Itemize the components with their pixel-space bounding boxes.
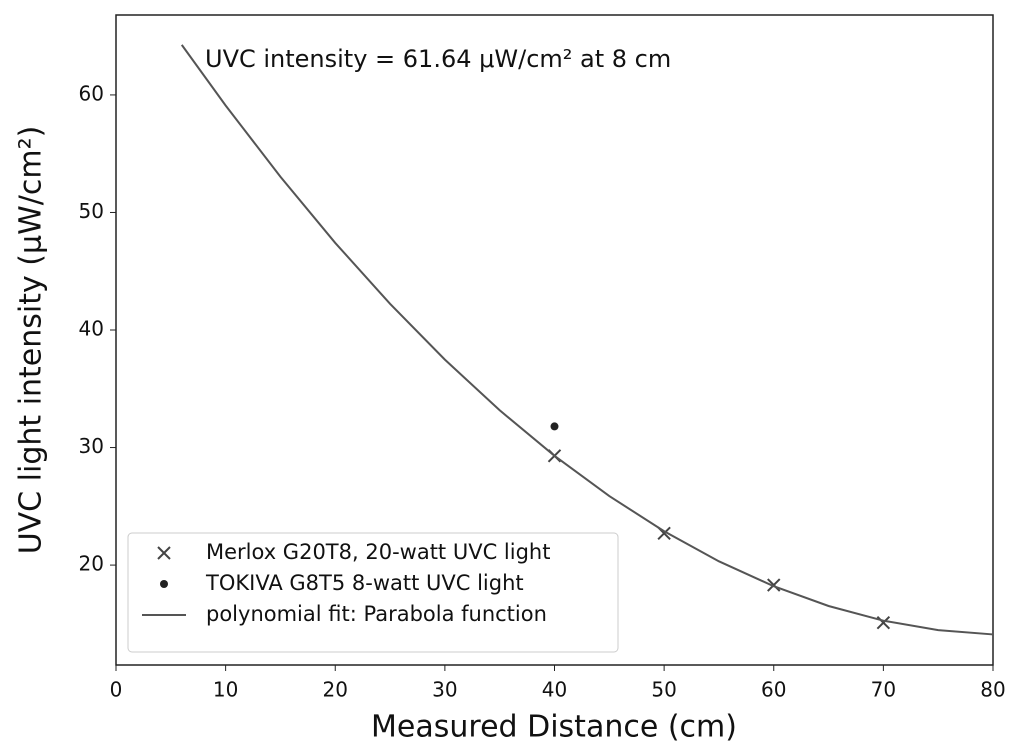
y-tick-label: 30 <box>79 434 104 458</box>
y-tick-label: 20 <box>79 552 104 576</box>
x-tick-label: 50 <box>651 678 676 702</box>
legend-label: polynomial fit: Parabola function <box>206 602 547 626</box>
y-tick-label: 60 <box>79 81 104 105</box>
x-tick-label: 80 <box>980 678 1005 702</box>
x-tick-label: 10 <box>213 678 238 702</box>
x-tick-label: 0 <box>110 678 123 702</box>
legend-label: TOKIVA G8T5 8-watt UVC light <box>205 571 524 595</box>
x-tick-label: 20 <box>323 678 348 702</box>
dot-marker <box>550 422 559 431</box>
x-tick-label: 70 <box>871 678 896 702</box>
y-tick-label: 40 <box>79 317 104 341</box>
y-tick-label: 50 <box>79 199 104 223</box>
x-tick-label: 60 <box>761 678 786 702</box>
legend-box <box>127 532 619 653</box>
x-tick-label: 30 <box>432 678 457 702</box>
y-axis-label: UVC light intensity (μW/cm²) <box>14 126 49 555</box>
fit-line <box>180 44 994 636</box>
annotation: UVC intensity = 61.64 μW/cm² at 8 cm <box>205 45 671 73</box>
legend-label: Merlox G20T8, 20-watt UVC light <box>206 540 550 564</box>
x-marker <box>767 578 781 592</box>
x-axis-label: Measured Distance (cm) <box>371 710 737 745</box>
legend-marker <box>157 546 171 560</box>
x-tick-label: 40 <box>542 678 567 702</box>
x-marker <box>876 615 891 630</box>
legend-marker <box>160 580 168 588</box>
